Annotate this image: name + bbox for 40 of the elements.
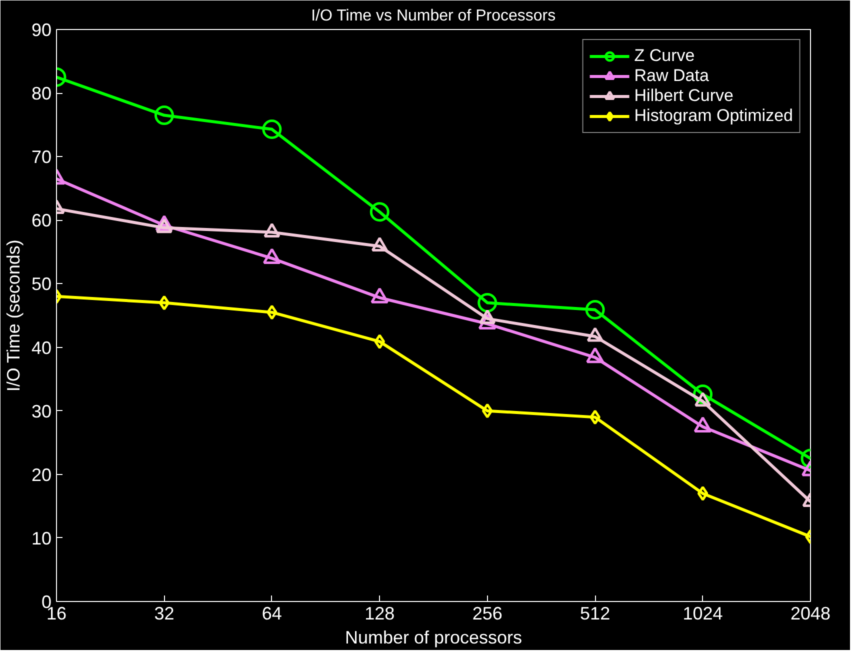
point (158, 295, 170, 310)
point (266, 304, 278, 320)
x-tick-label: 64 (262, 604, 282, 624)
x-tick-label: 512 (580, 604, 610, 624)
legend-label: Raw Data (634, 66, 709, 86)
point (697, 486, 708, 501)
point (374, 334, 386, 350)
x-tick-label: 2048 (790, 604, 831, 624)
legend-label: Histogram Optimized (634, 106, 793, 126)
point (370, 288, 389, 304)
y-tick-label: 50 (31, 274, 52, 294)
point (590, 410, 600, 425)
y-tick-label: 90 (31, 20, 52, 40)
point (371, 236, 388, 252)
point (479, 309, 496, 324)
y-tick-label: 80 (31, 84, 52, 104)
legend-label: Z Curve (634, 46, 695, 66)
point (264, 222, 280, 238)
x-tick-label: 32 (154, 604, 174, 624)
point (478, 293, 498, 313)
y-tick-label: 20 (31, 464, 52, 485)
x-tick-label: 1024 (682, 604, 723, 624)
chart-title: I/O Time vs Number of Processors (311, 8, 556, 24)
y-tick-label: 40 (31, 338, 52, 358)
point (585, 300, 605, 320)
point (586, 347, 604, 364)
point (156, 218, 172, 234)
y-tick-label: 70 (31, 147, 52, 168)
point (262, 248, 281, 264)
y-tick-label: 10 (31, 528, 52, 548)
point (482, 403, 493, 418)
legend-label: Hilbert Curve (634, 86, 734, 106)
x-tick-label: 256 (472, 604, 502, 624)
y-axis-title: I/O Time (seconds) (3, 240, 24, 392)
y-tick-label: 60 (31, 210, 52, 231)
point (586, 327, 604, 342)
x-tick-label: 128 (364, 604, 395, 624)
y-tick-label: 30 (31, 401, 52, 422)
x-axis-title: Number of processors (344, 628, 522, 648)
point (694, 392, 712, 407)
